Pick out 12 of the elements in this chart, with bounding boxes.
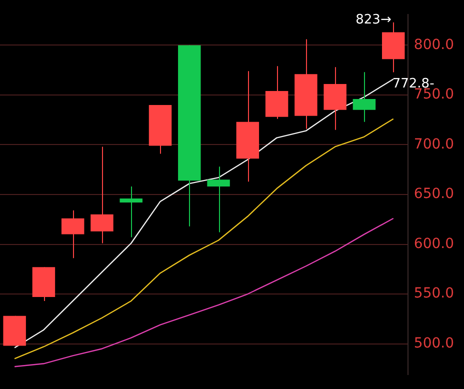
y-tick-label: 650.0 bbox=[414, 186, 454, 202]
candlestick bbox=[61, 210, 84, 259]
candlestick bbox=[90, 146, 114, 244]
y-tick-label: 700.0 bbox=[414, 136, 454, 152]
y-tick-label: 600.0 bbox=[414, 236, 454, 252]
y-tick-label: 800.0 bbox=[414, 36, 454, 53]
y-tick-label: 550.0 bbox=[414, 286, 454, 302]
y-tick-label: 500.0 bbox=[414, 335, 454, 352]
candlestick bbox=[120, 186, 142, 238]
annotation: 823→ bbox=[356, 12, 392, 28]
candlestick bbox=[352, 72, 376, 122]
candlestick bbox=[207, 166, 230, 233]
